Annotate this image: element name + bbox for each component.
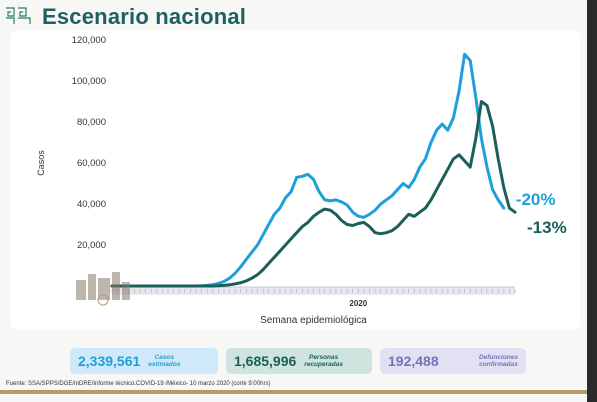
y-axis-label: Casos xyxy=(36,150,46,176)
y-tick-label: 60,000 xyxy=(77,158,106,169)
defunciones-badge: 192,488 Defunciones confirmadas xyxy=(380,348,526,374)
x-year-label: 2020 xyxy=(349,299,367,308)
y-tick-label: 40,000 xyxy=(77,199,106,210)
series-line-recuperadas xyxy=(110,100,517,288)
casos-estimados-label: Casos estimados xyxy=(148,354,181,368)
page-title: Escenario nacional xyxy=(42,4,247,29)
frame-edge xyxy=(587,0,597,402)
defunciones-value: 192,488 xyxy=(388,353,439,369)
defunciones-label: Defunciones confirmadas xyxy=(478,354,518,368)
y-tick-label: 120,000 xyxy=(72,35,106,46)
line-chart: 20,000 40,000 60,000 80,000 100,000 120,000 Ca… xyxy=(10,30,580,330)
estimados-change-label: -20% xyxy=(515,190,556,210)
y-tick-label: 100,000 xyxy=(72,76,106,87)
personas-recuperadas-label: Personas recuperadas xyxy=(304,354,343,368)
y-tick-label: 80,000 xyxy=(77,117,106,128)
x-axis-label: Semana epidemiológica xyxy=(260,315,367,326)
casos-estimados-badge: 2,339,561 Casos estimados xyxy=(70,348,218,374)
personas-recuperadas-value: 1,685,996 xyxy=(234,353,297,369)
recuperadas-change-label: -13% xyxy=(527,218,567,238)
y-tick-label: 20,000 xyxy=(77,240,106,251)
bottom-bar xyxy=(0,390,587,394)
personas-recuperadas-badge: 1,685,996 Personas recuperadas xyxy=(226,348,372,374)
source-footnote: Fuente: SSA/SPPS/DGE/InDRE/Informe técni… xyxy=(6,381,271,387)
casos-estimados-value: 2,339,561 xyxy=(78,353,141,369)
mexico-emblem-icon xyxy=(76,272,130,306)
decorative-pattern-icon xyxy=(6,7,31,24)
